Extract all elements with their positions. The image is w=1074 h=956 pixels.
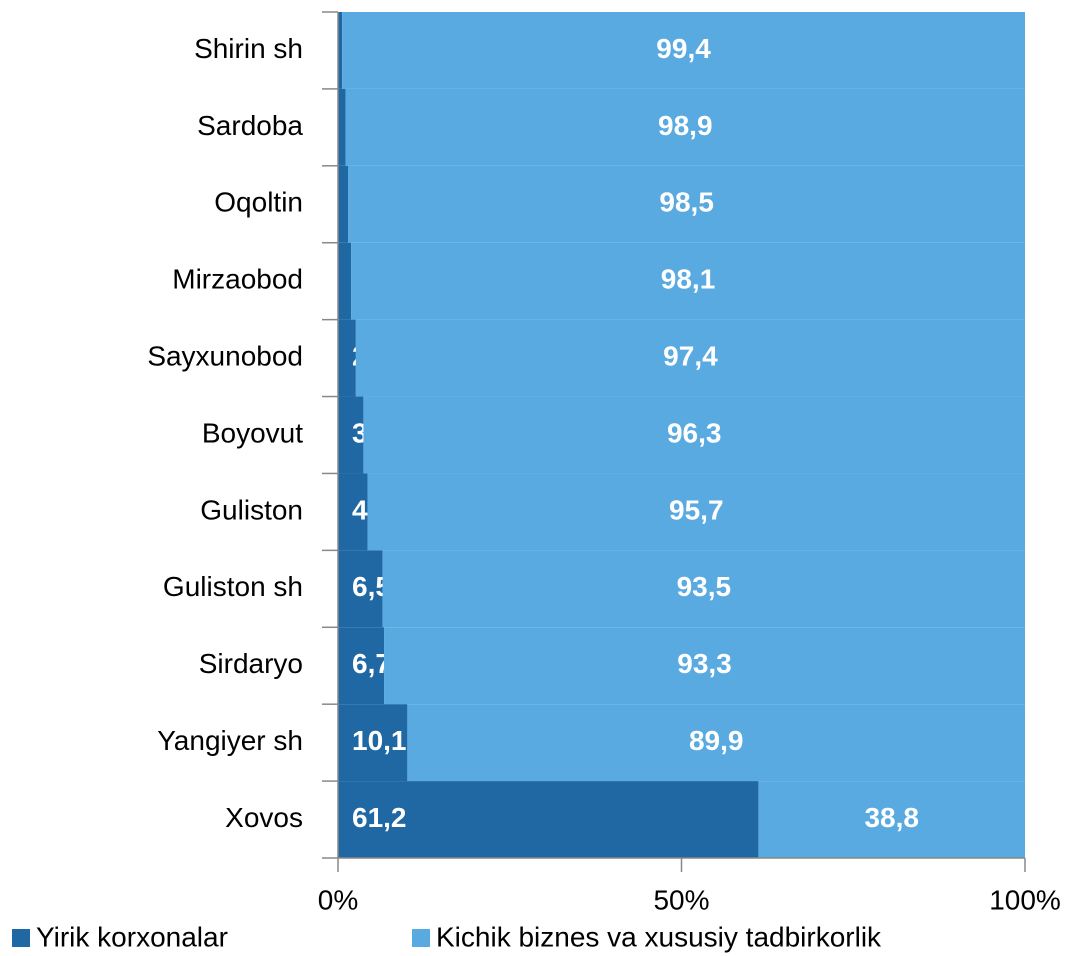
bar [338,396,364,474]
data-label: 98,9 [658,110,713,141]
data-label: 93,3 [677,648,732,679]
bar [382,550,1025,628]
bar [338,473,368,551]
bar [338,319,356,397]
data-label: 89,9 [689,725,744,756]
legend-swatch [412,929,430,947]
legend-swatch [12,929,30,947]
bar [338,627,385,705]
bar [338,12,343,89]
data-label: 93,5 [677,571,732,602]
bar [338,550,383,628]
bar [345,88,1025,166]
bar [338,88,346,166]
y-tick-label: Xovos [225,802,303,833]
y-tick-label: Sardoba [197,110,303,141]
bar [355,319,1025,397]
y-tick-label: Guliston [200,494,303,525]
data-label: 10,1 [352,725,407,756]
y-tick-label: Shirin sh [194,33,303,64]
bar [338,704,408,782]
bar [348,165,1025,243]
x-tick-label: 50% [653,884,709,915]
bar [342,12,1025,89]
data-label: 38,8 [864,802,919,833]
data-label: 61,2 [352,802,407,833]
bar [338,165,349,243]
bar [367,473,1025,551]
y-tick-label: Mirzaobod [172,264,303,295]
data-label: 96,3 [667,417,722,448]
data-label: 98,5 [659,187,714,218]
bar [363,396,1025,474]
y-tick-label: Oqoltin [214,187,303,218]
data-label: 98,1 [661,264,716,295]
data-label: 95,7 [669,494,724,525]
x-tick-label: 0% [318,884,358,915]
y-tick-label: Sirdaryo [199,648,303,679]
data-label: 97,4 [663,340,718,371]
x-tick-label: 100% [989,884,1061,915]
bar [351,242,1026,320]
y-tick-label: Guliston sh [163,571,303,602]
data-label: 99,4 [656,33,711,64]
bar [338,242,352,320]
legend-label: Kichik biznes va xususiy tadbirkorlik [436,921,882,952]
legend-label: Yirik korxonalar [36,921,228,952]
bar [338,781,759,858]
y-tick-label: Sayxunobod [147,340,303,371]
bar [758,781,1025,858]
bar [384,627,1025,705]
y-tick-label: Yangiyer sh [157,725,303,756]
bar [407,704,1026,782]
y-tick-label: Boyovut [202,417,303,448]
